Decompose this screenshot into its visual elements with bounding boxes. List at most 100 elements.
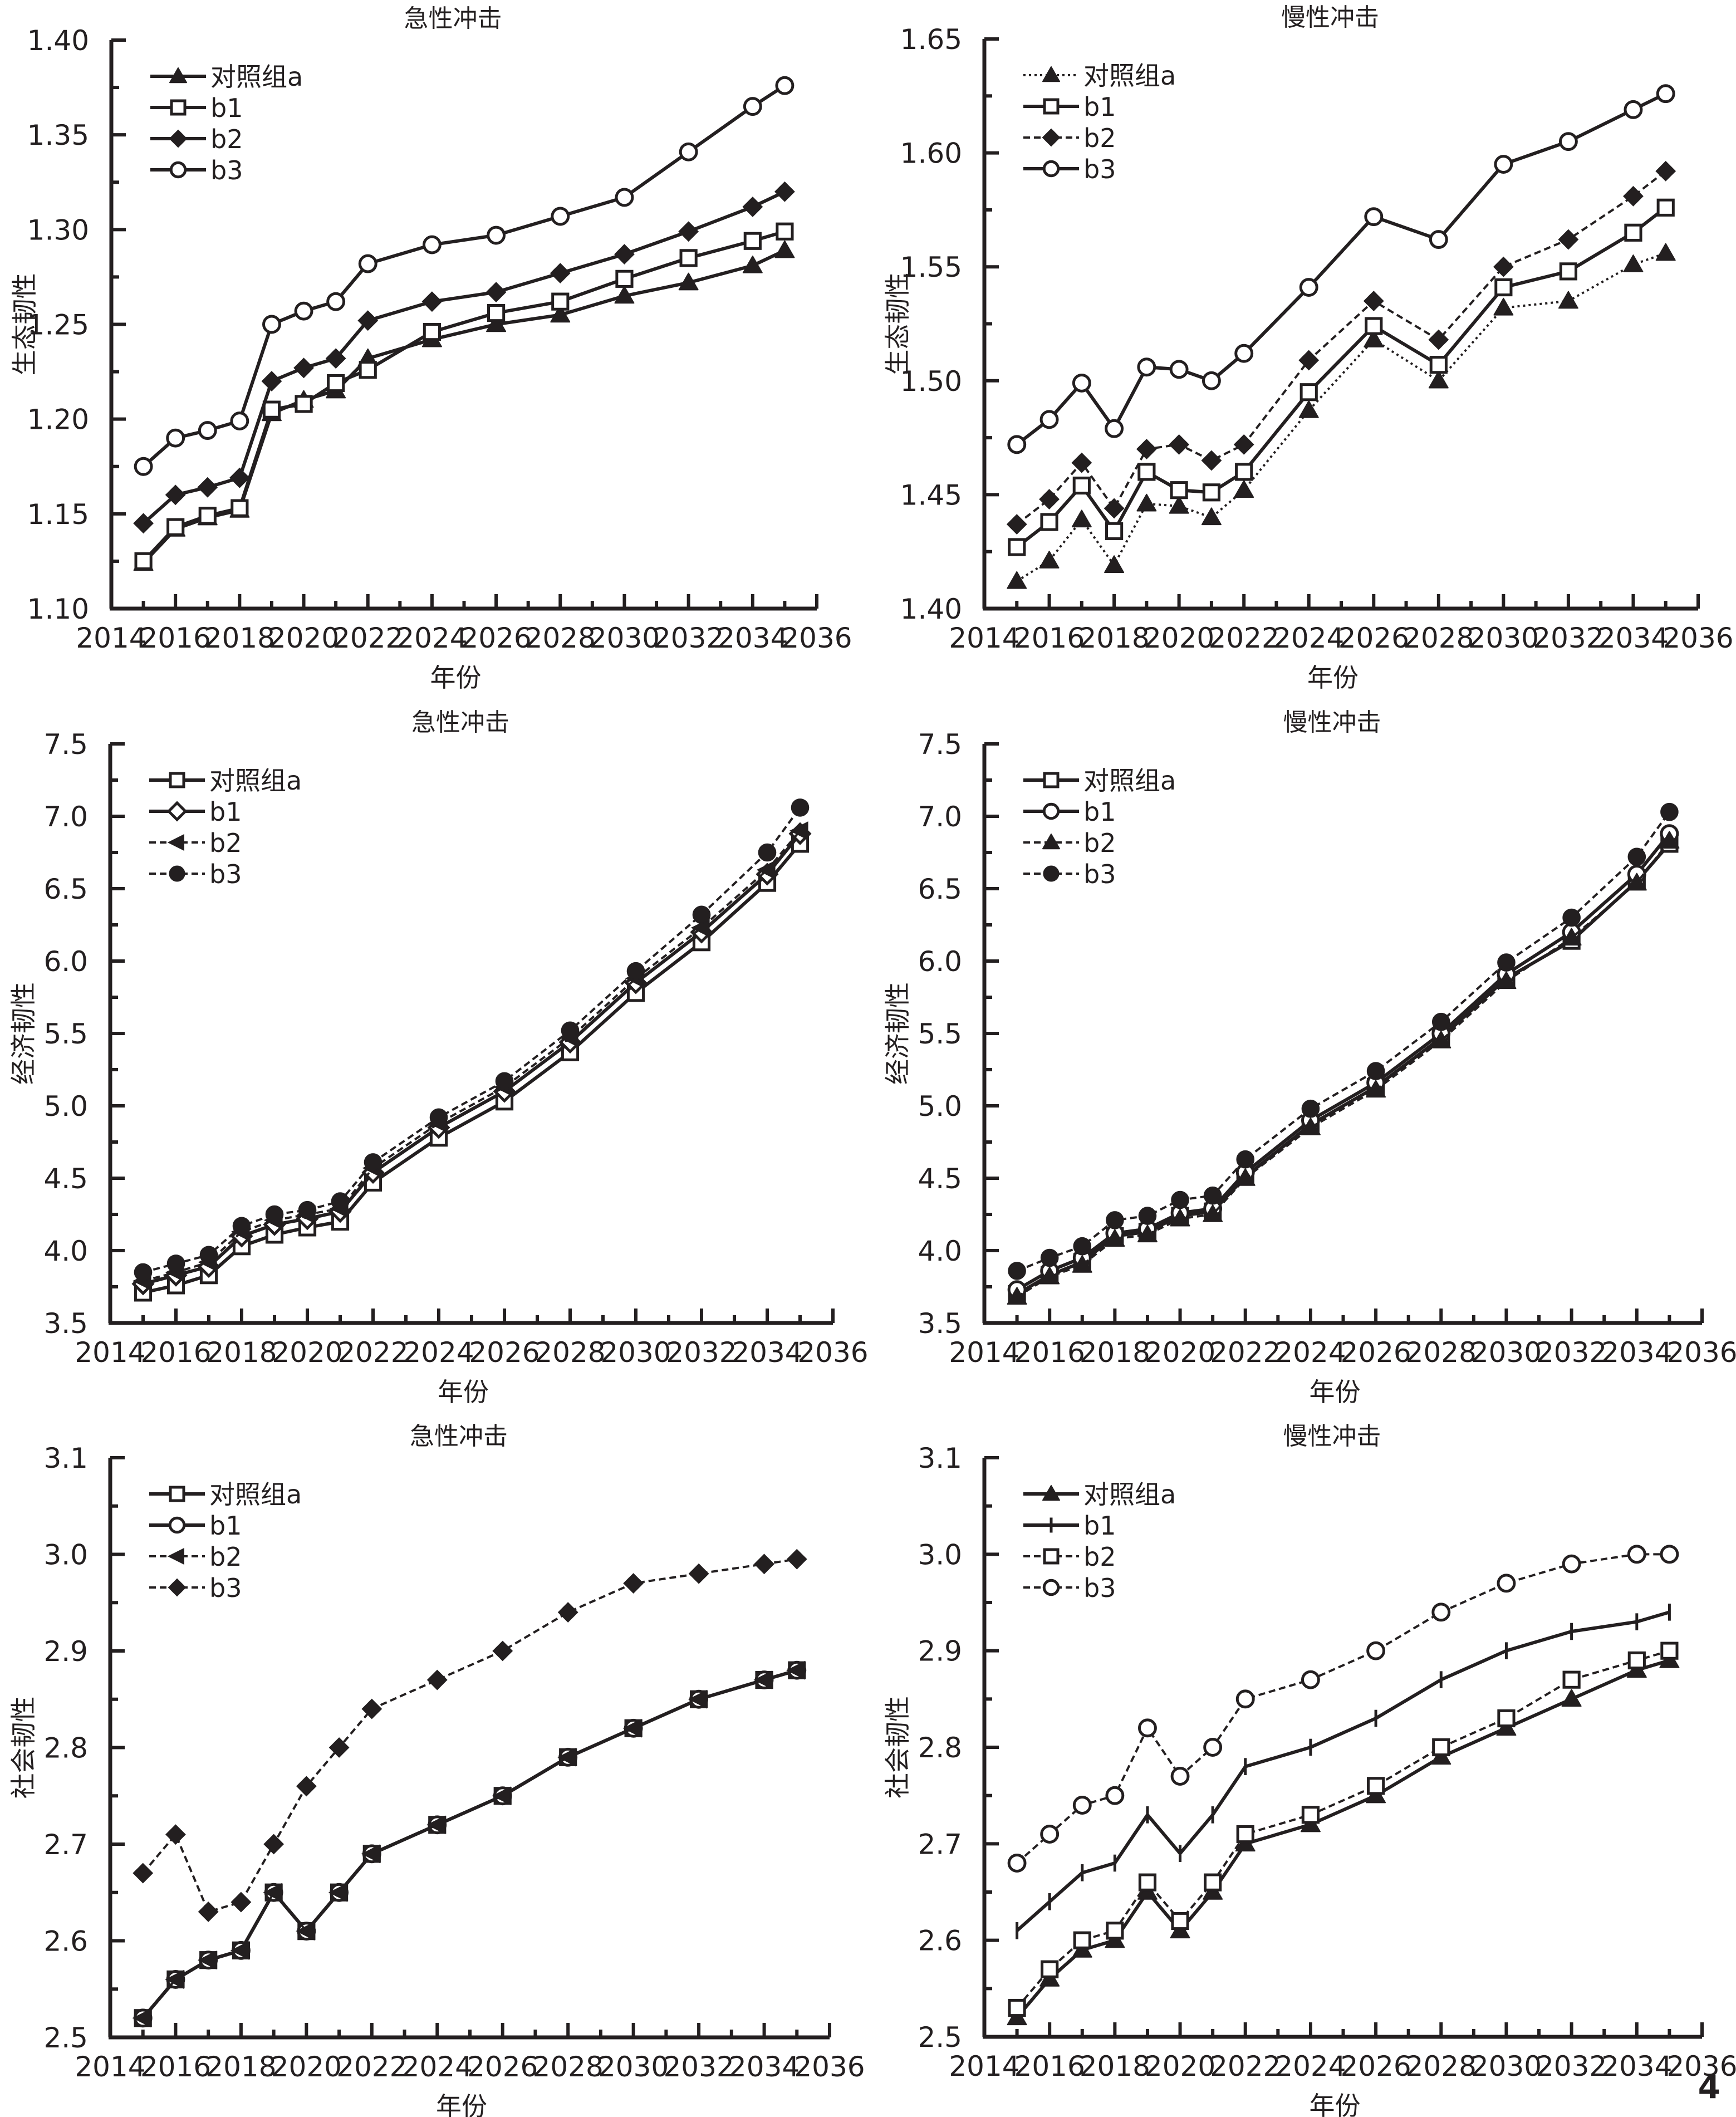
data-point xyxy=(1072,373,1091,393)
data-point xyxy=(1365,317,1383,335)
data-point xyxy=(1007,435,1027,454)
data-point xyxy=(688,1689,707,1709)
x-tick-label: 2018 xyxy=(206,1336,277,1369)
y-tick-label: 1.40 xyxy=(27,24,89,57)
data-point xyxy=(1659,831,1680,849)
legend-item: b2 xyxy=(149,828,242,858)
chart-title: 慢性冲击 xyxy=(1281,3,1379,32)
data-point xyxy=(1623,185,1644,207)
x-tick-label: 2032 xyxy=(1536,2050,1607,2082)
legend-label: 对照组a xyxy=(209,766,302,796)
data-point xyxy=(1366,1080,1386,1098)
y-tick-label: 1.10 xyxy=(27,593,89,625)
legend-label: b2 xyxy=(209,828,242,858)
series-b3 xyxy=(134,798,810,1282)
series-b3 xyxy=(1007,1545,1679,1873)
y-tick-label: 1.65 xyxy=(900,23,962,56)
data-point xyxy=(1627,847,1646,866)
data-point xyxy=(692,905,711,924)
x-tick-label: 2024 xyxy=(402,2051,473,2083)
data-point xyxy=(1039,551,1060,569)
y-tick-label: 5.0 xyxy=(918,1090,962,1123)
data-point xyxy=(295,395,313,413)
series-line xyxy=(1016,1553,1670,1864)
chart-title: 急性冲击 xyxy=(404,4,502,33)
legend-item: b2 xyxy=(150,124,243,154)
data-point xyxy=(166,518,185,536)
data-point xyxy=(688,1563,709,1584)
data-point xyxy=(1169,496,1189,514)
series-b1 xyxy=(1008,198,1675,556)
chart-title: 慢性冲击 xyxy=(1283,708,1381,737)
data-point xyxy=(1235,1689,1255,1709)
data-point xyxy=(550,263,571,284)
x-tick-label: 2034 xyxy=(717,622,788,654)
x-tick-label: 2014 xyxy=(76,622,146,654)
data-point xyxy=(1040,1825,1060,1844)
data-point xyxy=(1627,1651,1646,1670)
data-point xyxy=(614,286,635,304)
data-point xyxy=(1071,509,1092,528)
data-point xyxy=(1201,450,1222,471)
data-point xyxy=(1008,538,1026,556)
legend-item: 对照组a xyxy=(1023,766,1176,796)
data-point xyxy=(557,1747,576,1767)
legend-marker-icon xyxy=(169,1486,185,1502)
data-point xyxy=(1202,483,1221,502)
data-point xyxy=(1562,1554,1581,1574)
data-point xyxy=(487,226,506,245)
data-point xyxy=(1431,1012,1450,1031)
x-tick-label: 2036 xyxy=(1666,1336,1736,1369)
data-point xyxy=(1660,1641,1679,1660)
data-point xyxy=(134,552,153,571)
chart-eco-acute: 急性冲击 1.10 1.15 1.20 1.25 1.30 1.35 1.40 20142016… xyxy=(9,4,852,693)
data-point xyxy=(1136,439,1157,459)
y-tick-label: 2.9 xyxy=(43,1635,88,1668)
x-tick-label: 2016 xyxy=(140,1336,211,1369)
data-point xyxy=(1497,1574,1516,1593)
data-point xyxy=(774,240,795,258)
x-tick-label: 2016 xyxy=(140,2051,211,2083)
data-point xyxy=(1301,1806,1320,1824)
data-point xyxy=(1039,489,1060,509)
data-point xyxy=(231,1891,252,1913)
data-point xyxy=(1105,1229,1125,1247)
x-tick-label: 2032 xyxy=(666,1336,737,1369)
series-line xyxy=(1016,206,1667,548)
data-point xyxy=(231,499,249,517)
legend-item: b3 xyxy=(1023,1573,1116,1603)
data-point xyxy=(1040,1248,1059,1267)
data-point xyxy=(198,1902,219,1922)
data-point xyxy=(1366,1062,1385,1080)
chart-title: 急性冲击 xyxy=(411,708,509,737)
data-point xyxy=(1558,291,1578,309)
data-point xyxy=(742,255,763,273)
x-tick-label: 2018 xyxy=(1080,2050,1150,2082)
chart-title: 慢性冲击 xyxy=(1283,1422,1381,1450)
legend-label: 对照组a xyxy=(210,62,303,92)
x-tick-label: 2014 xyxy=(949,2050,1019,2082)
data-point xyxy=(1106,1922,1124,1940)
y-tick-label: 1.30 xyxy=(27,214,89,246)
legend-label: b1 xyxy=(210,93,243,123)
data-point xyxy=(165,1969,184,1989)
data-point xyxy=(486,314,507,332)
data-point xyxy=(1138,1207,1157,1225)
data-point xyxy=(1364,207,1384,227)
series-对照组a xyxy=(134,1661,806,2027)
legend-item: b2 xyxy=(149,1542,242,1572)
series-line xyxy=(141,1668,798,2020)
data-point xyxy=(1366,1641,1386,1660)
data-point xyxy=(1656,198,1675,217)
legend-label: 对照组a xyxy=(1083,61,1176,91)
data-point xyxy=(550,305,571,323)
data-point xyxy=(133,513,154,534)
legend-label: b1 xyxy=(1083,797,1116,827)
data-point xyxy=(791,798,810,817)
data-point xyxy=(1071,452,1092,473)
data-point xyxy=(426,1815,445,1835)
legend-item: b3 xyxy=(1023,154,1116,184)
data-point xyxy=(1655,243,1676,261)
